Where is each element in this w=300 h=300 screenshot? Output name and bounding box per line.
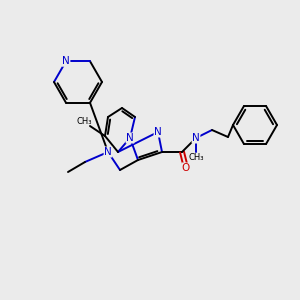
Text: N: N [104, 147, 112, 157]
Text: CH₃: CH₃ [76, 118, 92, 127]
Text: N: N [126, 133, 134, 143]
Text: O: O [182, 163, 190, 173]
Text: N: N [62, 56, 70, 66]
Text: CH₃: CH₃ [188, 152, 204, 161]
Text: N: N [192, 133, 200, 143]
Text: N: N [154, 127, 162, 137]
